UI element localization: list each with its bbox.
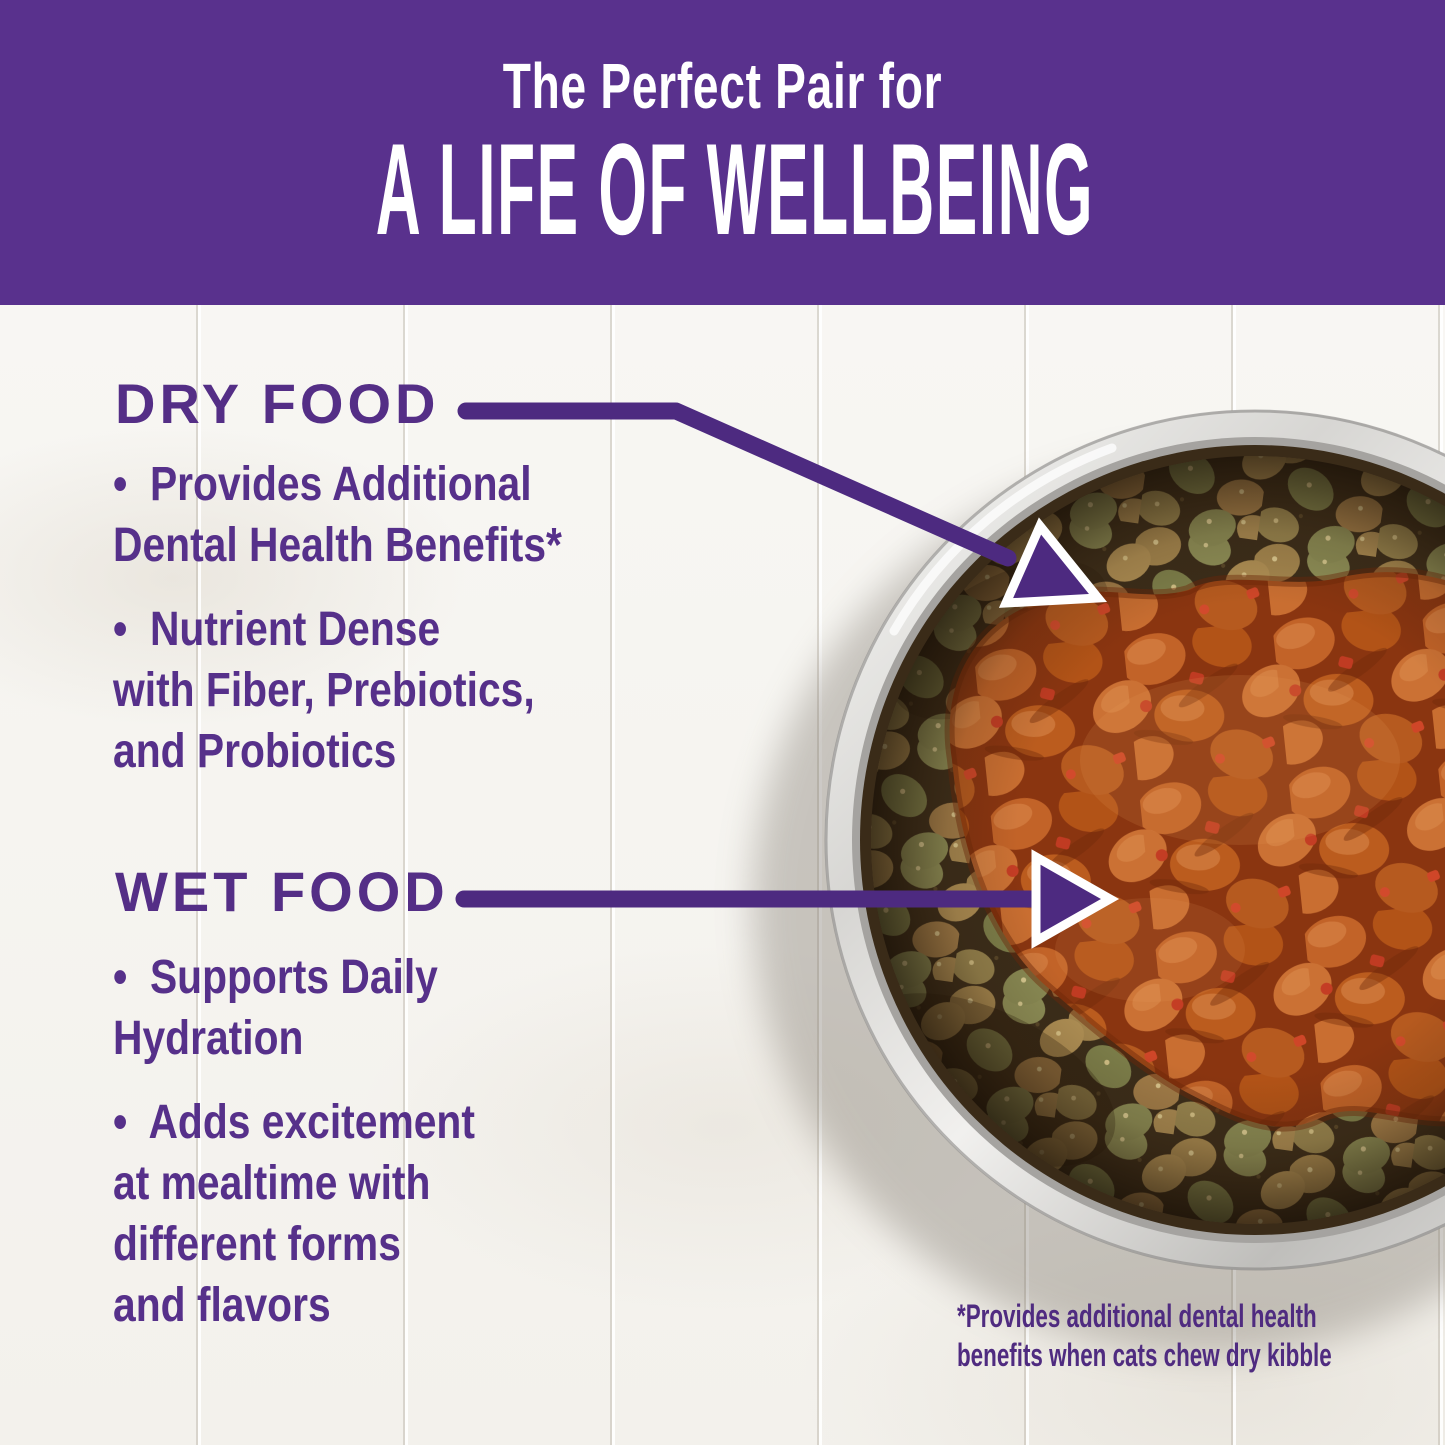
bullet-line: at mealtime with [113,1157,431,1210]
bullet-line: and Probiotics [113,725,397,778]
dry-food-heading: DRY FOOD [115,372,440,435]
bullet-line: • Provides Additional [113,458,532,511]
bowl-rim-edge [824,409,1445,1271]
wet-food-bullets: • Supports Daily Hydration • Adds excite… [113,947,539,1336]
wet-food-heading: WET FOOD [115,860,449,923]
bullet-line: • Adds excitement [113,1096,475,1149]
rim-highlight [889,443,1117,636]
bullet-line: and flavors [113,1279,331,1332]
bullet-line: Hydration [113,1012,304,1065]
dry-food-arrowhead [998,517,1108,608]
wet-food-arrowhead [1031,849,1120,949]
banner-eyebrow: The Perfect Pair for [502,50,943,122]
footnote: *Provides additional dental health benef… [957,1297,1445,1375]
wet-food-arrow [455,849,1120,949]
bullet-line: with Fiber, Prebiotics, [113,664,535,717]
bullet-line: different forms [113,1218,401,1271]
bullet-line: Dental Health Benefits* [113,519,562,572]
title-banner: The Perfect Pair for A LIFE OF WELLBEING [0,0,1445,305]
bullet-line: • Supports Daily [113,951,438,1004]
banner-headline: A LIFE OF WELLBEING [375,116,1095,262]
dry-food-bullets: • Provides Additional Dental Health Bene… [113,454,641,782]
footnote-line: *Provides additional dental health [957,1298,1317,1334]
dry-food-arrow [457,402,1108,608]
bowl-depth-shading [871,456,1445,1224]
footnote-line: benefits when cats chew dry kibble [957,1337,1332,1373]
bullet-line: • Nutrient Dense [113,603,441,656]
